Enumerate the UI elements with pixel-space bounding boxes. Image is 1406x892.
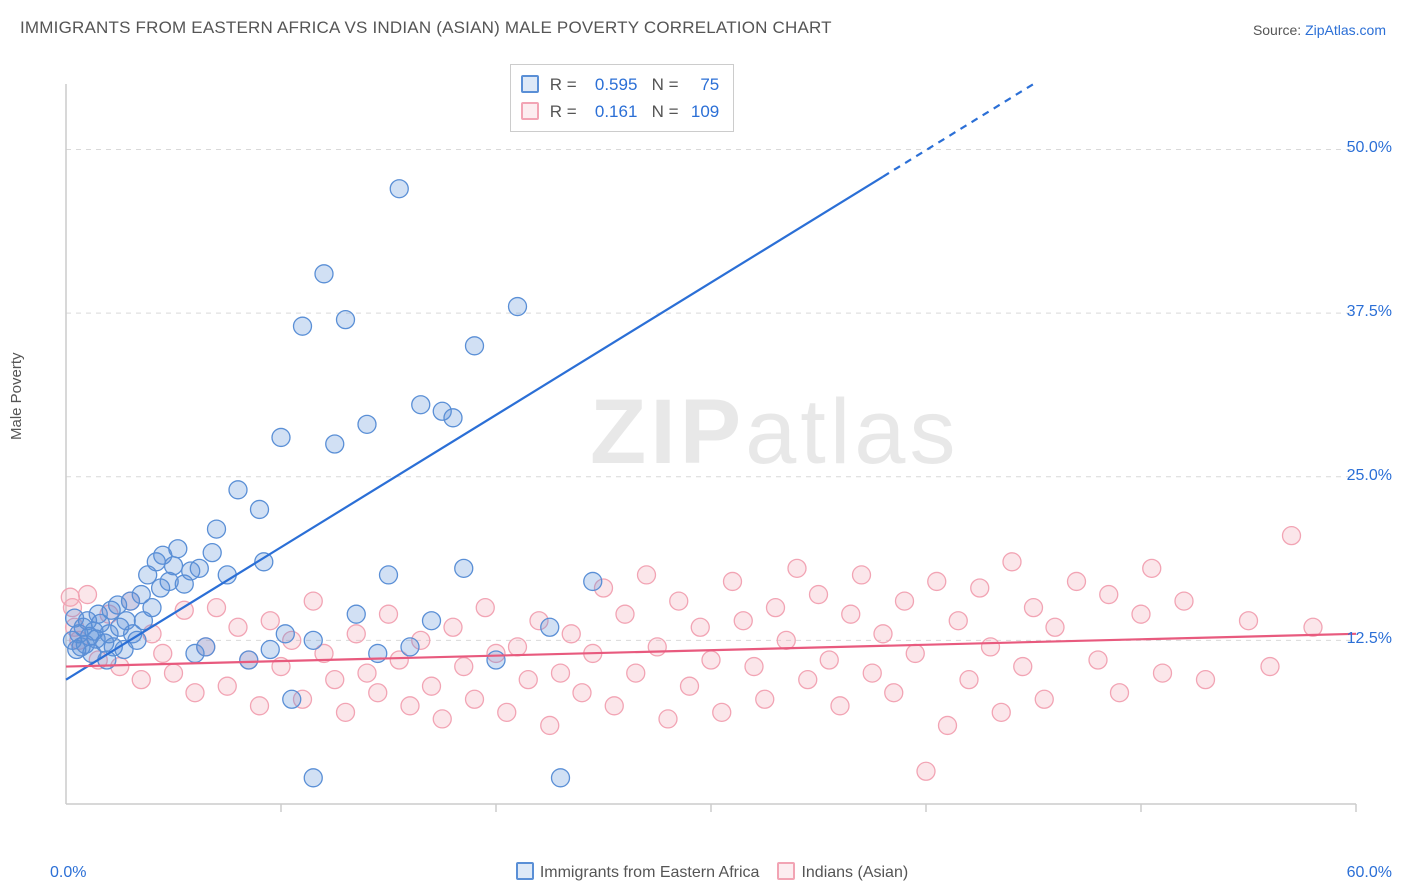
y-axis-tick: 25.0% xyxy=(1347,467,1392,485)
legend-n-label: N = xyxy=(652,102,679,121)
legend-swatch xyxy=(521,75,539,93)
chart-plot-area: R = 0.595 N = 75 R = 0.161 N = 109 ZIPat… xyxy=(50,60,1370,820)
legend-r-label: R = xyxy=(550,75,577,94)
legend-r-label: R = xyxy=(550,102,577,121)
scatter-chart-svg xyxy=(50,60,1370,820)
y-axis-tick: 37.5% xyxy=(1347,303,1392,321)
legend-row: R = 0.161 N = 109 xyxy=(521,98,719,125)
y-axis-tick: 12.5% xyxy=(1347,630,1392,648)
source-attribution: Source: ZipAtlas.com xyxy=(1253,22,1386,38)
legend-n-label: N = xyxy=(652,75,679,94)
source-label: Source: xyxy=(1253,22,1301,38)
y-axis-tick: 50.0% xyxy=(1347,139,1392,157)
legend-r-value: 0.161 xyxy=(581,98,637,125)
source-value: ZipAtlas.com xyxy=(1305,22,1386,38)
legend-r-value: 0.595 xyxy=(581,71,637,98)
series-legend-item: Indians (Asian) xyxy=(759,864,908,881)
series-legend-label: Immigrants from Eastern Africa xyxy=(540,864,760,881)
correlation-legend-box: R = 0.595 N = 75 R = 0.161 N = 109 xyxy=(510,64,734,132)
legend-swatch xyxy=(521,102,539,120)
legend-n-value: 109 xyxy=(683,98,719,125)
series-legend-item: Immigrants from Eastern Africa xyxy=(498,864,760,881)
legend-n-value: 75 xyxy=(683,71,719,98)
legend-row: R = 0.595 N = 75 xyxy=(521,71,719,98)
y-axis-label: Male Poverty xyxy=(8,352,25,440)
series-legend-label: Indians (Asian) xyxy=(801,864,908,881)
legend-swatch xyxy=(516,862,534,880)
chart-title: IMMIGRANTS FROM EASTERN AFRICA VS INDIAN… xyxy=(20,18,832,38)
series-legend: Immigrants from Eastern Africa Indians (A… xyxy=(0,862,1406,882)
legend-swatch xyxy=(777,862,795,880)
